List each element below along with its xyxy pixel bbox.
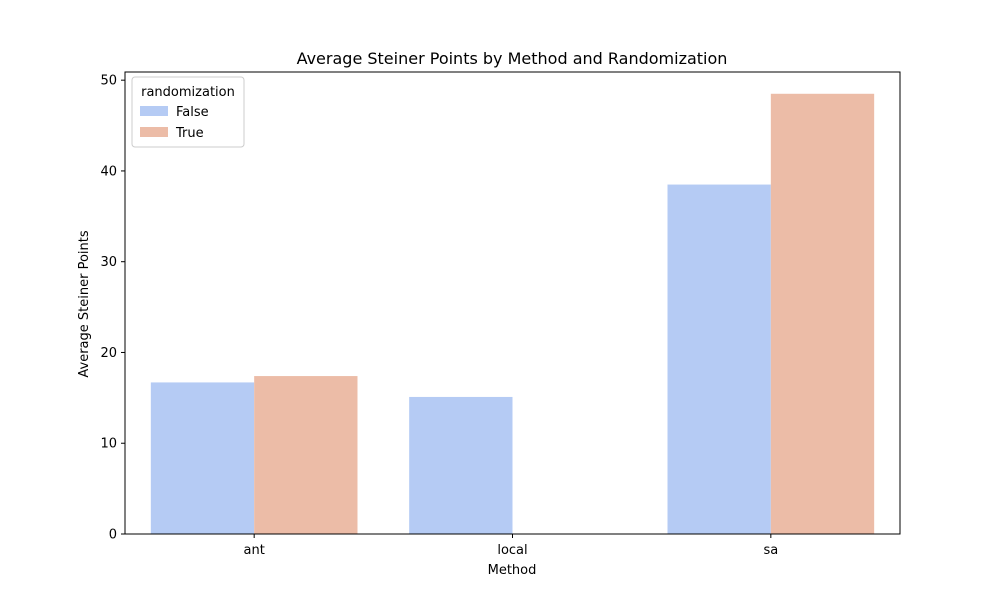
y-tick-label-10: 10	[100, 437, 117, 452]
axes-layer: ant local sa 0 10 20 30 40 50	[100, 71, 901, 558]
legend: randomization False True	[131, 76, 245, 148]
bar-local-false	[409, 396, 513, 534]
plot-frame	[124, 71, 901, 535]
y-axis-label: Average Steiner Points	[77, 230, 92, 377]
y-tick-label-20: 20	[100, 346, 117, 361]
x-tick-label-sa: sa	[763, 543, 778, 558]
y-tick-label-0: 0	[109, 528, 117, 543]
bar-ant-false	[150, 382, 255, 534]
bar-sa-false	[667, 184, 771, 534]
y-tick-label-40: 40	[100, 164, 117, 179]
legend-swatch-false	[140, 106, 168, 116]
legend-title: randomization	[141, 85, 235, 100]
x-tick-label-ant: ant	[244, 543, 265, 558]
bars-layer	[150, 93, 875, 535]
x-tick-label-local: local	[497, 543, 527, 558]
legend-label-true: True	[175, 126, 204, 141]
bar-ant-true	[254, 376, 358, 534]
x-axis-label: Method	[488, 563, 537, 578]
chart-title: Average Steiner Points by Method and Ran…	[297, 49, 728, 68]
legend-label-false: False	[176, 105, 209, 120]
y-tick-label-30: 30	[100, 255, 117, 270]
legend-swatch-true	[140, 127, 168, 137]
y-tick-label-50: 50	[100, 74, 117, 89]
bar-sa-true	[770, 93, 875, 535]
